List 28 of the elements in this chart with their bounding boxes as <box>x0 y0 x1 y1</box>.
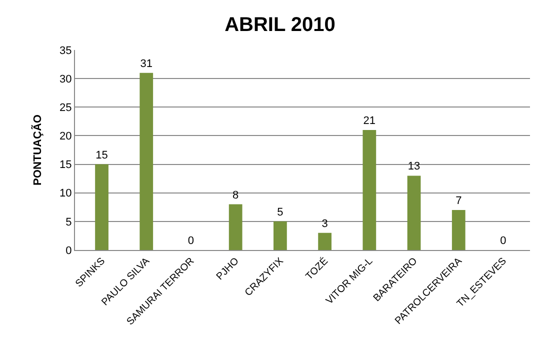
y-axis-title: PONTUAÇÃO <box>31 114 44 186</box>
y-tick-label: 30 <box>60 73 72 86</box>
bar <box>362 130 376 250</box>
data-label: 7 <box>456 195 462 207</box>
y-tick-label: 35 <box>60 44 72 57</box>
y-tick-label: 5 <box>66 216 72 228</box>
bar <box>95 164 108 250</box>
data-label: 13 <box>408 160 420 173</box>
data-label: 5 <box>277 206 284 218</box>
y-tick-label: 25 <box>60 102 72 114</box>
data-label: 21 <box>363 115 376 127</box>
y-tick-label: 15 <box>60 159 72 172</box>
data-label: 0 <box>188 235 194 247</box>
bar <box>228 204 242 250</box>
chart-title: ABRIL 2010 <box>224 14 336 36</box>
bar <box>140 72 154 250</box>
data-label: 31 <box>140 58 152 70</box>
y-tick-label: 20 <box>60 130 72 143</box>
bar <box>274 221 287 250</box>
data-label: 15 <box>96 149 108 162</box>
bar <box>452 210 466 250</box>
y-tick-label: 0 <box>66 244 72 257</box>
data-label: 8 <box>232 189 239 202</box>
bar <box>318 232 332 250</box>
bar <box>407 176 421 250</box>
y-tick-label: 10 <box>60 188 72 200</box>
data-label: 0 <box>500 235 506 247</box>
data-label: 3 <box>322 218 328 230</box>
